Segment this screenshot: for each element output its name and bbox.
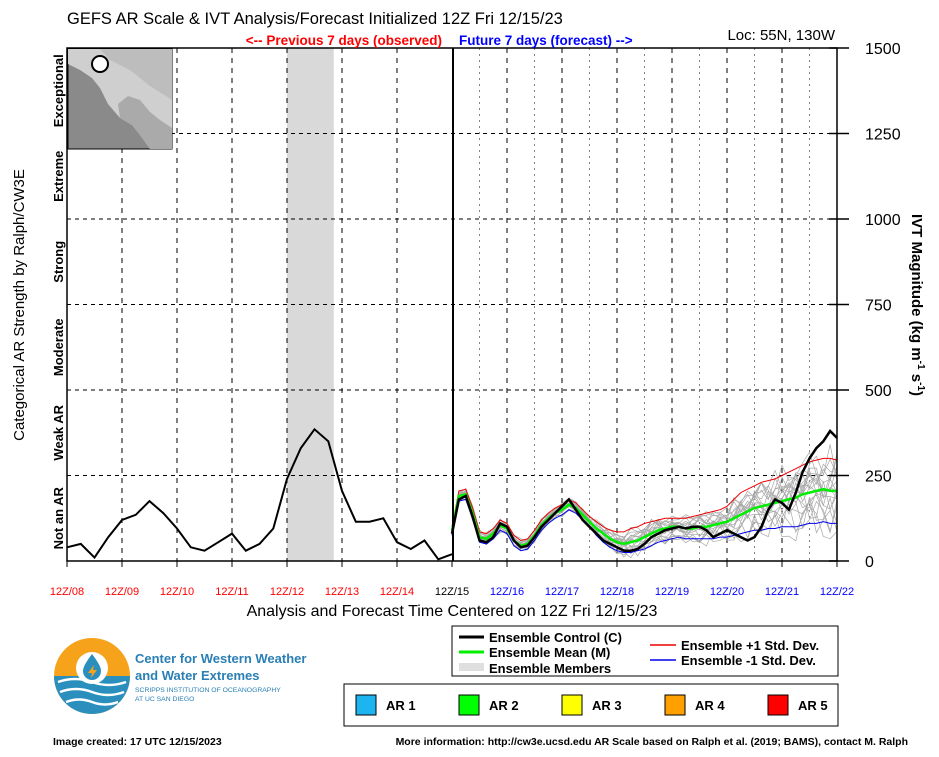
ar-scale-items: AR 1 AR 2 AR 3 AR 4 AR 5 xyxy=(355,694,828,716)
location-map xyxy=(67,48,173,150)
y-tick-label: 1250 xyxy=(865,127,901,144)
minus-std-line xyxy=(451,498,837,553)
logo-line-4: AT UC SAN DIEGO xyxy=(135,696,194,703)
ar-scale-legend-box xyxy=(343,683,839,727)
category-label: Strong xyxy=(51,241,66,283)
chart-title: GEFS AR Scale & IVT Analysis/Forecast In… xyxy=(67,10,563,28)
ensemble-control-line xyxy=(450,429,838,552)
ensemble-member-line xyxy=(451,455,838,545)
x-tick-label-center: 12Z/15 xyxy=(435,586,469,598)
legend-minus-std-label: Ensemble -1 Std. Dev. xyxy=(681,653,816,668)
x-tick-label-observed: 12Z/10 xyxy=(160,586,194,598)
water-drop-icon xyxy=(83,654,101,680)
series-layer xyxy=(66,427,838,561)
x-tick-label-observed: 12Z/08 xyxy=(50,586,84,598)
series-legend-box xyxy=(451,625,839,677)
left-axis-title: Categorical AR Strength by Ralph/CW3E xyxy=(11,169,28,441)
ar-scale-label: AR 1 xyxy=(386,698,416,713)
location-marker xyxy=(91,55,109,73)
ar-scale-swatch xyxy=(458,694,480,716)
ar-scale-label: AR 2 xyxy=(489,698,519,713)
category-label: Moderate xyxy=(51,318,66,376)
x-tick-label-forecast: 12Z/17 xyxy=(545,586,579,598)
image-created-label: Image created: 17 UTC 12/15/2023 xyxy=(53,736,222,748)
y-tick-label: 500 xyxy=(865,383,892,400)
legend-mean-label: Ensemble Mean (M) xyxy=(489,645,610,660)
ar-scale-label: AR 5 xyxy=(798,698,828,713)
previous-label: <-- Previous 7 days (observed) xyxy=(246,33,442,48)
ar-scale-label: AR 4 xyxy=(695,698,725,713)
y-tick-label: 250 xyxy=(865,469,892,486)
x-tick-label-observed: 12Z/11 xyxy=(215,586,248,598)
ensemble-member-line xyxy=(451,444,838,543)
logo-line-1: Center for Western Weather xyxy=(135,651,306,666)
category-label: Exceptional xyxy=(51,54,66,127)
y-tick-label: 1500 xyxy=(865,41,901,58)
x-tick-label-observed: 12Z/14 xyxy=(380,586,414,598)
y-tick-label: 750 xyxy=(865,298,892,315)
x-tick-label-forecast: 12Z/22 xyxy=(820,586,854,598)
category-label: Weak AR xyxy=(51,404,66,460)
observed-analysis-line xyxy=(66,427,453,561)
right-axis-title: IVT Magnitude (kg m-1 s-1) xyxy=(908,214,926,396)
ticks-layer: 0 250 500 750 1000 1250 1500 Not an AR Weak AR Mo… xyxy=(50,41,901,598)
x-tick-label-forecast: 12Z/18 xyxy=(600,586,634,598)
x-tick-label-forecast: 12Z/19 xyxy=(655,586,689,598)
x-tick-label-forecast: 12Z/16 xyxy=(490,586,524,598)
category-label: Extreme xyxy=(51,151,66,202)
legend-control-label: Ensemble Control (C) xyxy=(489,630,622,645)
ar-scale-swatch xyxy=(664,694,686,716)
more-info-label: More information: http://cw3e.ucsd.edu A… xyxy=(396,736,908,748)
legend-plus-std-label: Ensemble +1 Std. Dev. xyxy=(681,638,819,653)
location-label: Loc: 55N, 130W xyxy=(727,27,835,44)
x-tick-label-observed: 12Z/13 xyxy=(325,586,359,598)
plus-std-line xyxy=(451,457,838,542)
x-tick-label-observed: 12Z/12 xyxy=(270,586,304,598)
ensemble-member-line xyxy=(451,457,838,543)
x-tick-label-observed: 12Z/09 xyxy=(105,586,139,598)
y-tick-label: 0 xyxy=(865,554,874,571)
ar-scale-swatch xyxy=(767,694,789,716)
x-tick-label-forecast: 12Z/21 xyxy=(765,586,799,598)
cw3e-logo xyxy=(54,638,130,714)
ensemble-member-line xyxy=(451,498,838,558)
y-tick-label: 1000 xyxy=(865,212,901,229)
category-label: Not an AR xyxy=(51,486,66,549)
legend-members-swatch xyxy=(459,663,484,671)
ar-scale-swatch xyxy=(355,694,377,716)
x-tick-label-forecast: 12Z/20 xyxy=(710,586,744,598)
x-axis-title: Analysis and Forecast Time Centered on 1… xyxy=(247,603,658,620)
ar-scale-swatch xyxy=(561,694,583,716)
legend-members-label: Ensemble Members xyxy=(489,661,611,676)
logo-line-3: SCRIPPS INSTITUTION OF OCEANOGRAPHY xyxy=(135,687,281,694)
ar-scale-label: AR 3 xyxy=(592,698,622,713)
logo-line-2: and Water Extremes xyxy=(135,668,260,683)
future-label: Future 7 days (forecast) --> xyxy=(459,33,633,48)
